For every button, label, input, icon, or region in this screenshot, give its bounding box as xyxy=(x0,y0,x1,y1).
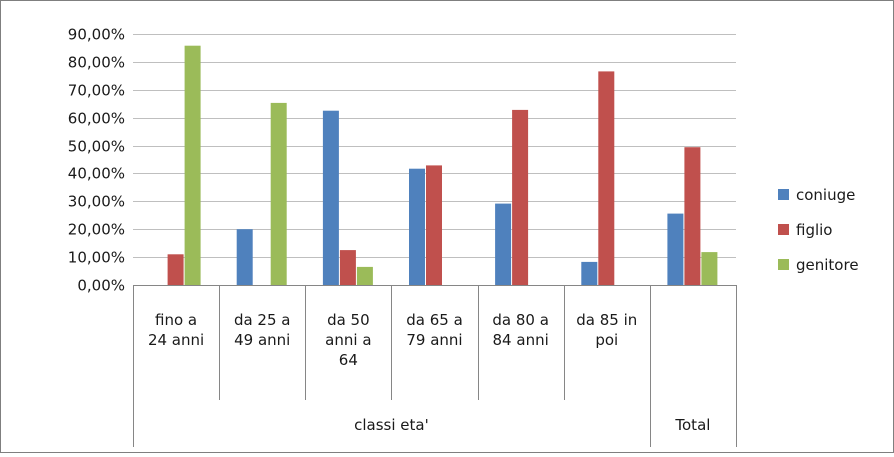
category-label-line: 49 anni xyxy=(234,331,290,349)
category-label-line: fino a xyxy=(155,311,197,329)
y-tick-label: 30,00% xyxy=(68,193,125,211)
y-tick-label: 20,00% xyxy=(68,221,125,239)
legend-swatch-coniuge xyxy=(778,189,789,200)
category-label: da 65 a 79 anni xyxy=(406,311,463,349)
category-label-line: 64 xyxy=(339,351,358,369)
legend-label-genitore: genitore xyxy=(796,256,859,274)
legend-swatch-genitore xyxy=(778,259,789,270)
bar-coniuge xyxy=(495,203,512,285)
category-label-line: da 85 in xyxy=(576,311,637,329)
category-label: da 25 a 49 anni xyxy=(234,311,291,349)
category-label: da 50 anni a 64 xyxy=(325,311,371,369)
y-tick-label: 0,00% xyxy=(77,277,125,295)
y-tick-label: 70,00% xyxy=(68,82,125,100)
bar-genitore xyxy=(270,102,287,286)
category-label-line: poi xyxy=(595,331,618,349)
bar-coniuge xyxy=(409,168,425,285)
bar-genitore xyxy=(184,45,201,286)
bar-coniuge xyxy=(322,110,339,285)
y-tick-label: 60,00% xyxy=(68,110,125,128)
category-label-line: da 80 a xyxy=(492,311,549,329)
bar-coniuge xyxy=(581,261,598,285)
category-label-line: 24 anni xyxy=(148,331,204,349)
y-tick-label: 10,00% xyxy=(68,249,125,267)
bars xyxy=(167,45,718,286)
category-label-line: da 50 xyxy=(327,311,370,329)
bar-figlio xyxy=(167,254,184,285)
category-label-line: da 25 a xyxy=(234,311,291,329)
bar-figlio xyxy=(684,147,701,285)
x-axis: fino a 24 anni da 25 a 49 anni da 50 anni a 64… xyxy=(133,285,737,447)
bar-genitore xyxy=(701,252,718,285)
category-label: da 85 in poi xyxy=(576,311,637,349)
category-label: fino a 24 anni xyxy=(148,311,204,349)
y-tick-label: 40,00% xyxy=(68,165,125,183)
legend-label-figlio: figlio xyxy=(796,221,832,239)
y-tick-label: 90,00% xyxy=(68,26,125,44)
category-label: da 80 a 84 anni xyxy=(492,311,549,349)
group-label: Total xyxy=(674,416,710,434)
bar-figlio xyxy=(339,250,356,285)
bar-coniuge xyxy=(667,213,684,285)
bar-figlio xyxy=(598,71,615,286)
bar-coniuge xyxy=(236,229,253,285)
legend: coniuge figlio genitore xyxy=(778,186,859,274)
category-label-line: anni a xyxy=(325,331,371,349)
y-tick-label: 50,00% xyxy=(68,138,125,156)
category-label-line: 84 anni xyxy=(493,331,549,349)
group-label: classi eta' xyxy=(354,416,429,434)
category-label-line: da 65 a xyxy=(406,311,463,329)
y-axis: 0,00% 10,00% 20,00% 30,00% 40,00% 50,00% 60,00… xyxy=(68,26,125,295)
legend-swatch-figlio xyxy=(778,224,789,235)
bar-figlio xyxy=(512,109,529,286)
bar-figlio xyxy=(426,165,442,285)
y-tick-label: 80,00% xyxy=(68,54,125,72)
legend-label-coniuge: coniuge xyxy=(796,186,855,204)
bar-genitore xyxy=(356,266,373,285)
category-label-line: 79 anni xyxy=(406,331,462,349)
